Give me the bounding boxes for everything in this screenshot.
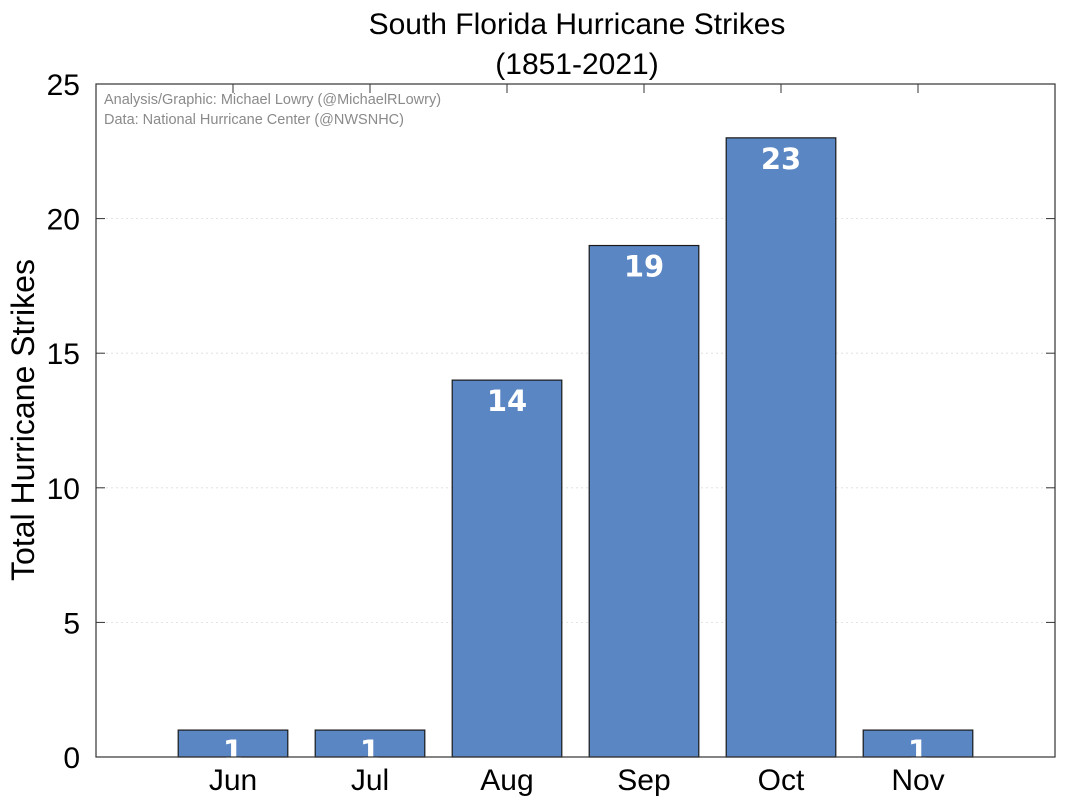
data-label: 1: [908, 734, 928, 768]
x-tick-label: Sep: [617, 764, 670, 797]
x-tick-label: Jun: [209, 764, 257, 797]
y-tick-label: 15: [47, 338, 80, 371]
y-tick-label: 10: [47, 473, 80, 506]
bars: [177, 137, 974, 758]
x-tick-label: Nov: [891, 764, 944, 797]
data-label: 23: [761, 142, 801, 176]
x-axis-tick-labels: Jun Jul Aug Sep Oct Nov: [209, 764, 945, 797]
y-tick-label: 25: [47, 69, 80, 102]
y-axis-tick-labels: 0 5 10 15 20 25: [47, 69, 80, 775]
bar-nov: [862, 729, 974, 758]
data-label: 14: [487, 384, 527, 418]
chart-title: South Florida Hurricane Strikes: [369, 8, 786, 41]
bar-oct: [725, 137, 837, 758]
bar-jul: [314, 729, 426, 758]
y-tick-label: 0: [63, 742, 80, 775]
bar-sep: [588, 244, 700, 758]
x-tick-label: Aug: [480, 764, 533, 797]
y-tick-label: 5: [63, 607, 80, 640]
data-labels: 1 1 14 19 23 1: [223, 142, 928, 768]
credit-annotation: Analysis/Graphic: Michael Lowry (@Michae…: [104, 92, 441, 108]
plot-area: [96, 84, 1055, 757]
x-tick-label: Oct: [758, 764, 805, 797]
y-axis-label: Total Hurricane Strikes: [5, 259, 41, 581]
x-tick-label: Jul: [351, 764, 389, 797]
data-label: 1: [360, 734, 380, 768]
y-tick-label: 20: [47, 204, 80, 237]
plot-border: [95, 83, 1056, 758]
bar-aug: [451, 379, 563, 758]
data-label: 1: [223, 734, 243, 768]
data-label: 19: [624, 250, 664, 284]
bar-jun: [177, 729, 289, 758]
data-source-annotation: Data: National Hurricane Center (@NWSNHC…: [104, 112, 404, 128]
chart-subtitle: (1851-2021): [495, 48, 658, 81]
